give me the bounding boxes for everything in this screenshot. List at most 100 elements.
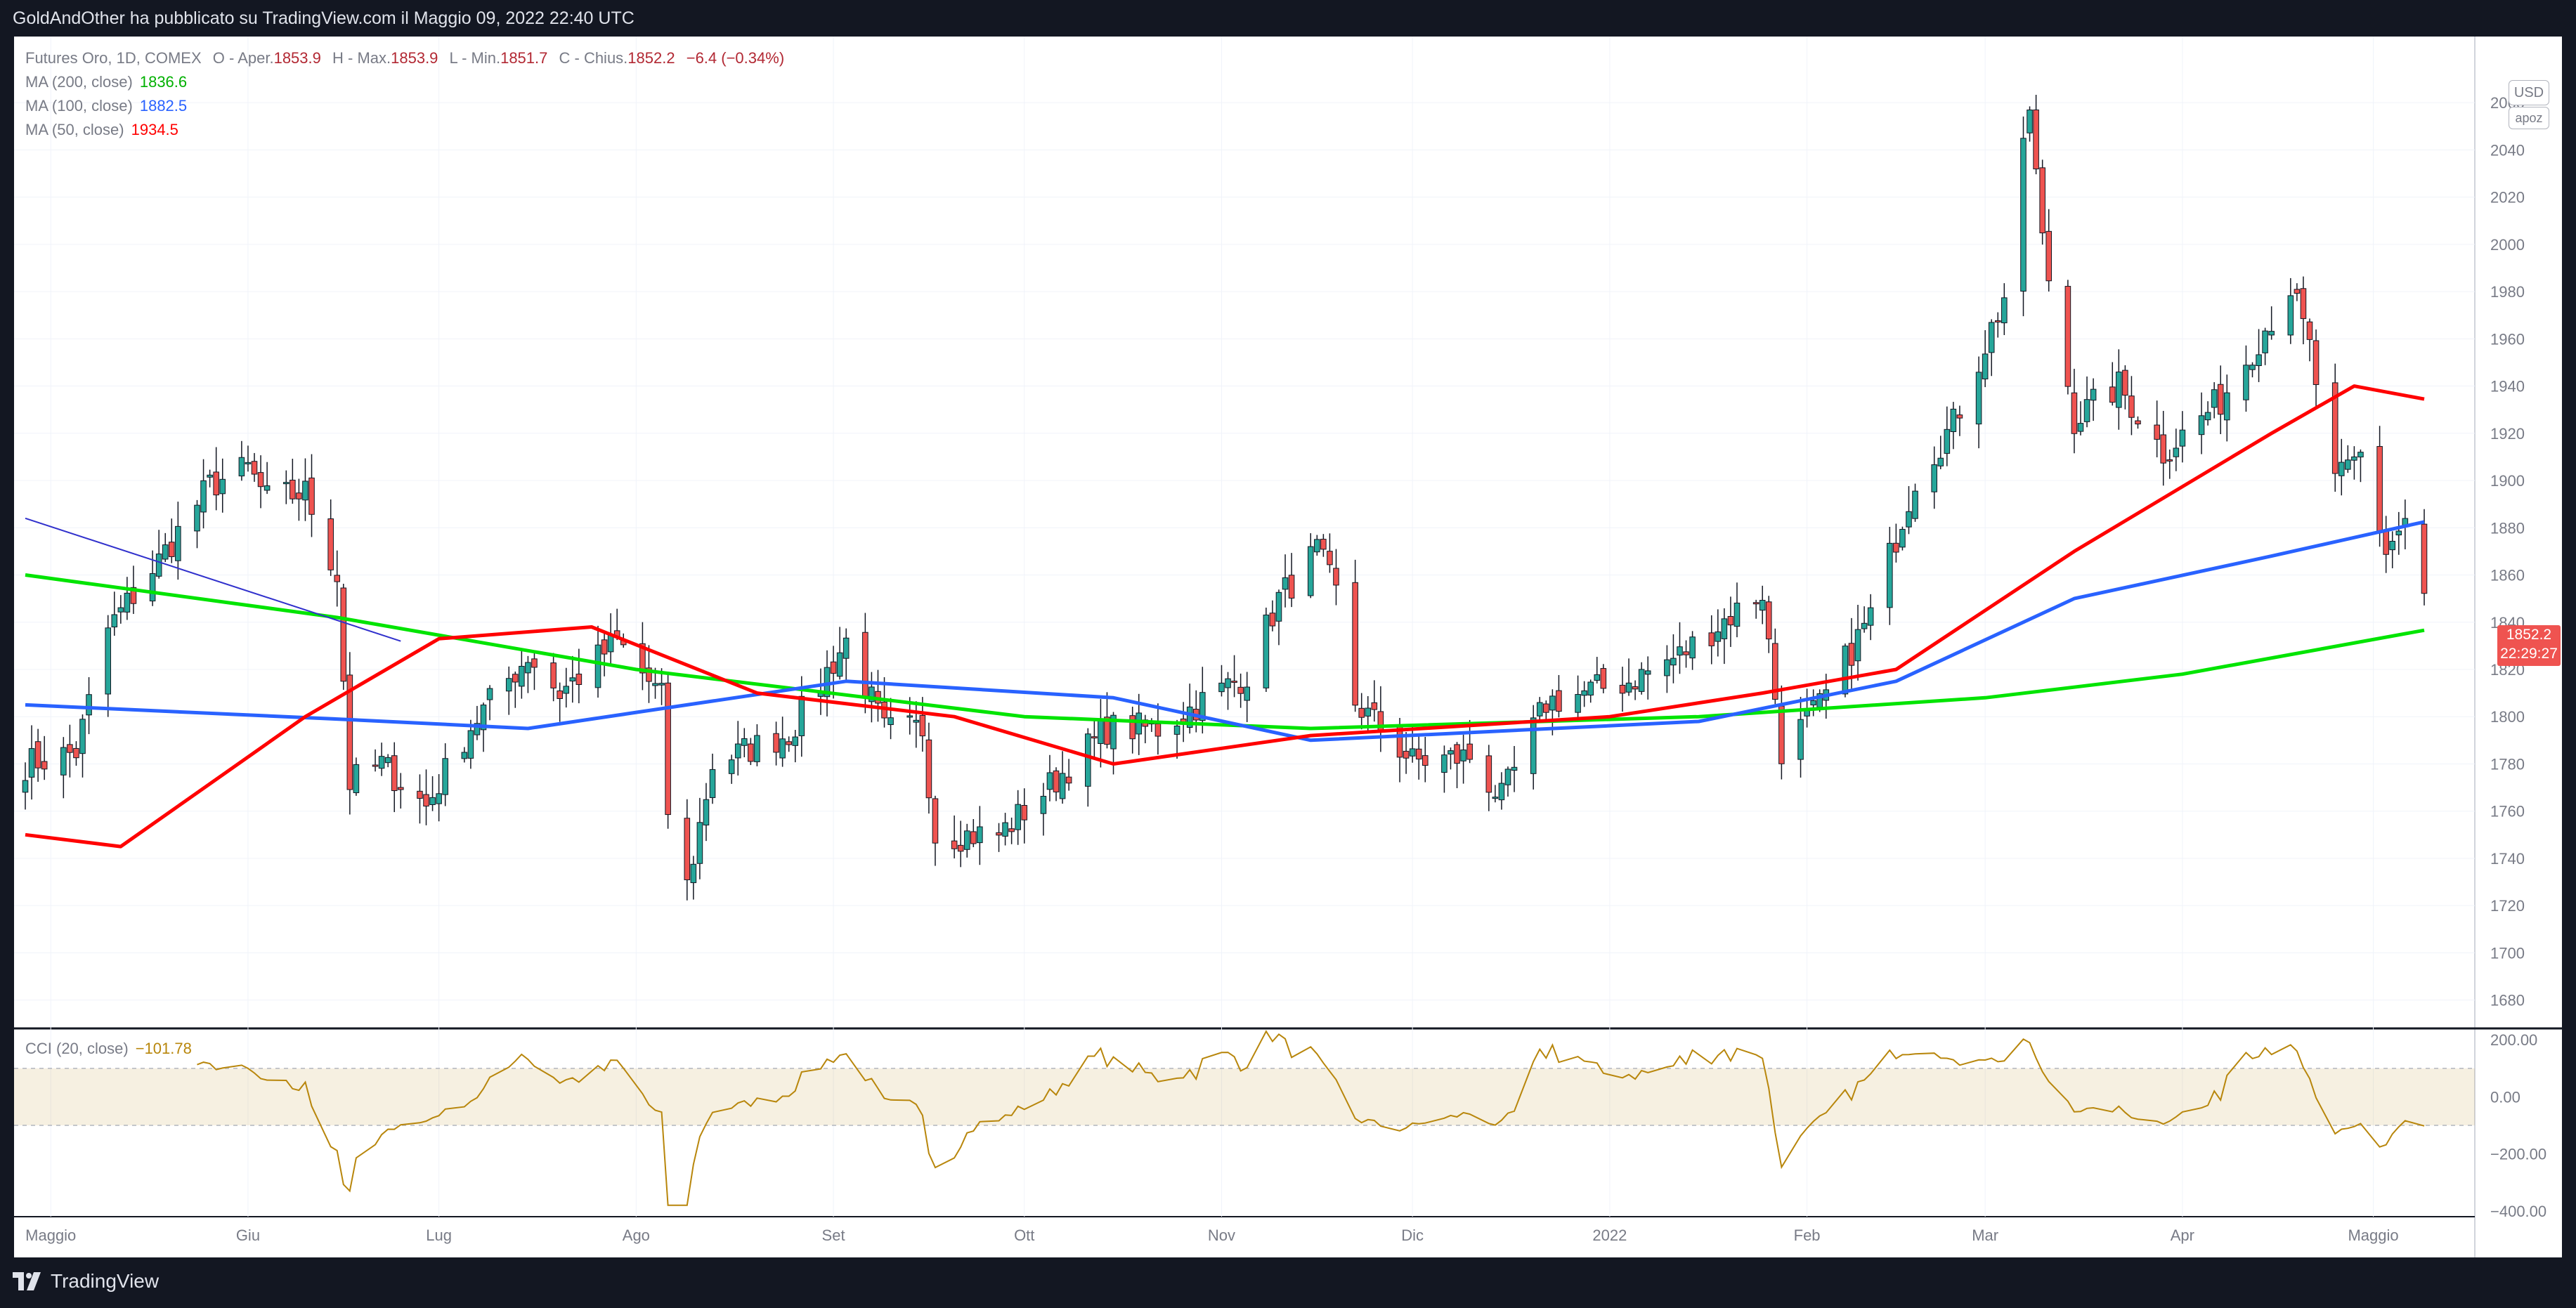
candle-up <box>282 482 290 485</box>
candle-down <box>417 790 423 799</box>
candle-up <box>2243 365 2249 400</box>
price-chart[interactable]: 1680170017201740176017801800182018401860… <box>14 37 2562 1257</box>
candle-up <box>1797 719 1804 760</box>
last-price-value: 1852.2 <box>2506 627 2552 643</box>
candle-down <box>786 741 792 745</box>
time-tick-label: Mar <box>1972 1227 1998 1244</box>
candle-down <box>665 682 671 816</box>
candle-down <box>2033 109 2039 169</box>
candle-up <box>1186 706 1193 728</box>
price-tick-label: 1900 <box>2490 472 2525 490</box>
candle-down <box>1727 615 1734 626</box>
candle-up <box>1906 511 1912 528</box>
scale-mode-button[interactable]: apoz <box>2509 107 2549 129</box>
candle-down <box>512 674 519 683</box>
candle-up <box>238 457 245 477</box>
legend-cci-value: −101.78 <box>135 1040 192 1057</box>
candle-down <box>1956 414 1963 419</box>
legend-ma50: MA (50, close) 1934.5 <box>25 121 178 139</box>
candle-up <box>2389 540 2396 551</box>
candle-down <box>639 643 646 674</box>
candle-down <box>925 739 932 799</box>
time-tick-label: Set <box>822 1227 845 1244</box>
chart-frame[interactable]: 1680 1700 1720 1740 1760 1780 1800 1820 1840 1860… <box>14 37 2562 1257</box>
candle-down <box>340 587 347 682</box>
candle-up <box>1448 750 1454 754</box>
candle-up <box>1085 733 1091 787</box>
candle-up <box>869 686 875 702</box>
candle-down <box>2376 446 2383 533</box>
candle-down <box>2300 288 2307 320</box>
candle-up <box>607 634 614 653</box>
candle-up <box>1931 464 1938 492</box>
currency-button[interactable]: USD <box>2509 80 2549 105</box>
candle-up <box>2351 456 2357 461</box>
candle-up <box>1275 591 1282 622</box>
candle-up <box>105 627 112 695</box>
candle-up <box>792 736 799 746</box>
candle-down <box>531 658 538 668</box>
candle-up <box>1059 773 1066 799</box>
candle-down <box>2064 286 2071 387</box>
candle-up <box>1575 694 1581 713</box>
candle-down <box>862 632 869 699</box>
candle-up <box>734 743 741 759</box>
candle-up <box>2001 297 2008 324</box>
candle-down <box>1333 568 1339 586</box>
price-tick-label: 1740 <box>2490 850 2525 868</box>
candle-up <box>1867 607 1874 626</box>
legend-ohlc: Futures Oro, 1D, COMEX O - Aper.1853.9 H… <box>25 49 784 67</box>
candle-up <box>2256 354 2262 367</box>
candle-up <box>569 677 576 682</box>
tradingview-logo[interactable]: TradingView <box>13 1270 159 1293</box>
candle-up <box>2204 412 2211 421</box>
candle-up <box>486 688 493 700</box>
price-tick-label: 1760 <box>2490 803 2525 820</box>
price-tick-label: 1780 <box>2490 755 2525 773</box>
candle-down <box>251 461 258 475</box>
candle-down <box>327 518 334 570</box>
candle-down <box>1893 542 1899 553</box>
candle-up <box>1110 714 1117 750</box>
candle-down <box>2217 384 2224 415</box>
candle-down <box>1466 743 1473 760</box>
candle-up <box>2198 415 2205 436</box>
candle-down <box>748 743 754 762</box>
candle-down <box>1021 804 1028 820</box>
candle-down <box>2294 289 2301 294</box>
time-tick-label: Ott <box>1014 1227 1034 1244</box>
tradingview-logo-text: TradingView <box>51 1270 160 1292</box>
candle-up <box>1511 766 1518 771</box>
candle-down <box>1415 748 1422 760</box>
candle-up <box>384 757 391 764</box>
candle-up <box>207 474 213 478</box>
candle-up <box>1759 599 1766 611</box>
candle-up <box>1638 669 1645 692</box>
candle-up <box>519 665 525 687</box>
legend-change: −6.4 (−0.34%) <box>686 49 785 67</box>
candle-up <box>378 756 385 769</box>
candle-up <box>429 797 436 805</box>
price-tick-label: 1920 <box>2490 425 2525 443</box>
candle-up <box>843 637 850 659</box>
candle-up <box>1899 529 1906 548</box>
candle-down <box>575 674 583 686</box>
candle-up <box>1982 353 1989 379</box>
legend-ma50-value: 1934.5 <box>131 121 178 138</box>
candle-up <box>1218 682 1225 693</box>
candle-up <box>1046 772 1053 790</box>
price-tick-label: 1980 <box>2490 283 2525 301</box>
candle-down <box>1358 707 1365 718</box>
candle-down <box>1708 632 1715 646</box>
candle-up <box>1975 372 1982 425</box>
candle-down <box>1129 715 1136 740</box>
candle-up <box>117 607 124 613</box>
legend-h-value: 1853.9 <box>391 49 438 67</box>
candle-up <box>798 695 805 736</box>
candle-down <box>1320 539 1327 550</box>
cci-tick-label: −200.00 <box>2490 1146 2546 1163</box>
candle-up <box>1549 695 1556 711</box>
candle-up <box>1199 692 1206 721</box>
time-tick-label: Feb <box>1794 1227 1821 1244</box>
candle-up <box>2338 462 2345 476</box>
